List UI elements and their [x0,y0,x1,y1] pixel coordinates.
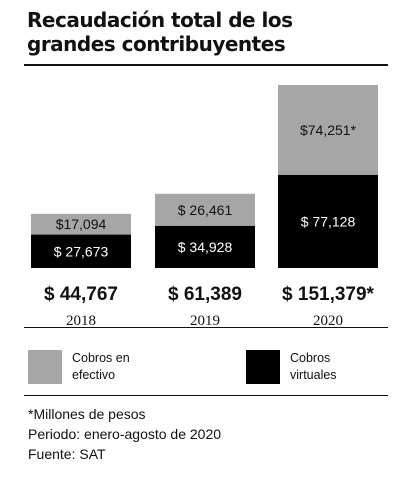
footnote-source: Fuente: SAT [28,446,106,462]
bar-virtuales-2018 [31,234,131,268]
data-label-efectivo-2019: $ 26,461 [178,202,233,218]
legend-top-rule [24,327,388,328]
chart-title: Recaudación total de los grandes contrib… [27,8,293,56]
data-label-efectivo-2018: $17,094 [56,216,107,232]
footnote-units: *Millones de pesos [28,406,146,422]
bar-efectivo-2019 [155,193,255,226]
total-label-2019: $ 61,389 [168,284,242,305]
legend-swatch-virtuales [246,350,280,384]
legend-swatch-efectivo [28,350,62,384]
data-label-virtuales-2018: $ 27,673 [54,243,109,259]
bar-virtuales-2020 [278,174,378,268]
total-label-2018: $ 44,767 [44,284,118,305]
category-label-2020: 2020 [313,313,343,329]
category-label-2019: 2019 [190,313,220,329]
legend-bottom-rule [24,395,388,396]
legend-label-efectivo: Cobros en efectivo [72,351,130,382]
bar-efectivo-2018 [31,213,131,235]
data-label-virtuales-2019: $ 34,928 [178,239,233,255]
category-label-2018: 2018 [66,313,96,329]
legend-label-virtuales: Cobros virtuales [290,351,337,382]
total-label-2020: $ 151,379* [282,284,375,305]
legend-item-efectivo: Cobros en efectivo [28,350,152,384]
bar-virtuales-2019 [155,225,255,268]
bar-efectivo-2020 [278,85,378,175]
footnotes: *Millones de pesos Periodo: enero-agosto… [28,404,221,464]
data-label-efectivo-2020: $74,251* [300,122,357,138]
data-label-virtuales-2020: $ 77,128 [301,213,356,229]
stacked-bar-chart: $ 27,673 $17,094 $ 44,767 2018 $ 34,928 $ 26,… [31,85,378,329]
legend-item-virtuales: Cobros virtuales [246,350,370,384]
footnote-period: Periodo: enero-agosto de 2020 [28,426,222,442]
title-rule [24,64,388,66]
